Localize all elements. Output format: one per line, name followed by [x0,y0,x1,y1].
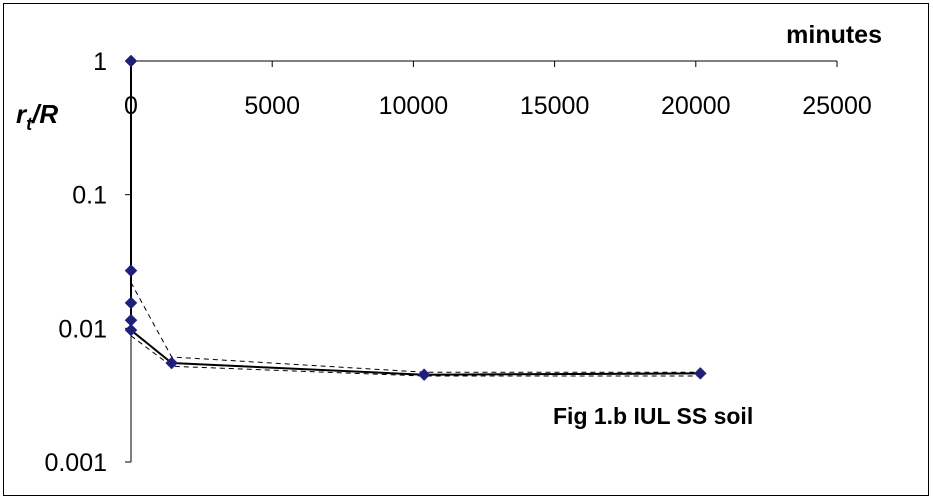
x-tick-label: 15000 [520,92,590,120]
y-axis-label-sub: t [26,114,33,134]
data-point-marker [165,356,179,370]
y-tick-label: 0.1 [72,182,107,210]
series-line-dashed [130,335,701,377]
data-point-marker [124,264,138,278]
x-tick-label: 20000 [661,92,731,120]
data-point-marker [124,296,138,310]
y-axis-label: rt/R [16,99,58,134]
y-tick-label: 1 [93,48,107,76]
chart-frame [3,3,929,496]
x-axis-label: minutes [786,21,882,49]
data-point-marker [693,367,707,380]
data-point-marker [124,54,138,68]
x-tick-label: 5000 [244,92,300,120]
series-line-dashed [130,282,701,373]
data-point-marker [124,323,138,337]
y-tick-label: 0.001 [44,449,107,477]
x-tick-label: 25000 [802,92,872,120]
data-point-marker [417,368,431,382]
y-tick-label: 0.01 [58,315,107,343]
x-tick-label: 10000 [379,92,449,120]
chart-title: Fig 1.b IUL SS soil [553,403,753,429]
y-axis-label-r: r [16,99,28,129]
y-axis-label-rest: /R [31,99,58,129]
